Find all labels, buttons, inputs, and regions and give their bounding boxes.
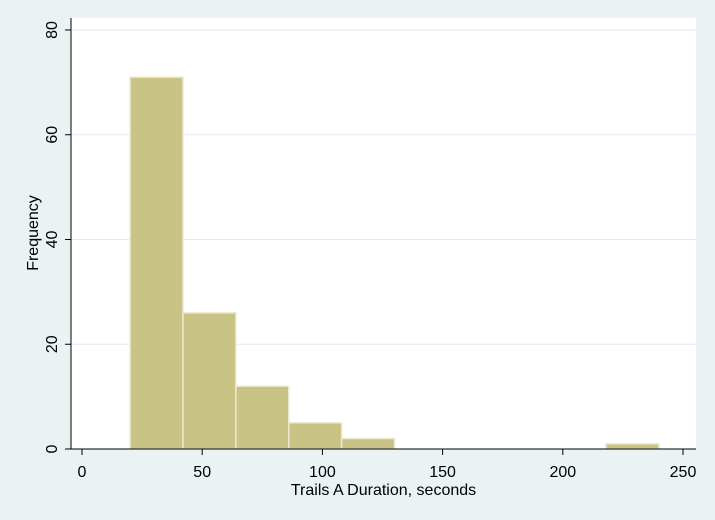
x-axis-label: Trails A Duration, seconds [291, 482, 476, 499]
x-tick-label: 0 [78, 464, 87, 481]
x-tick-label: 200 [549, 464, 576, 481]
y-tick-label: 0 [44, 444, 61, 453]
histogram-bar [129, 76, 184, 450]
y-tick-label: 20 [44, 335, 61, 353]
x-tick-label: 150 [429, 464, 456, 481]
histogram-bar [340, 437, 396, 450]
histogram-bar [182, 312, 237, 450]
histogram-bar [235, 385, 290, 450]
y-tick-label: 40 [44, 231, 61, 249]
histogram-bar [605, 443, 660, 450]
x-tick-label: 50 [193, 464, 211, 481]
axes [65, 18, 696, 455]
histogram-bar [287, 422, 343, 450]
y-axis-label: Frequency [25, 195, 42, 271]
tick-labels: 0 50 100 150 200 250 0 20 40 60 80 [44, 21, 696, 481]
x-tick-label: 250 [670, 464, 697, 481]
y-tick-label: 80 [44, 21, 61, 39]
y-tick-label: 60 [44, 126, 61, 144]
x-tick-label: 100 [309, 464, 336, 481]
